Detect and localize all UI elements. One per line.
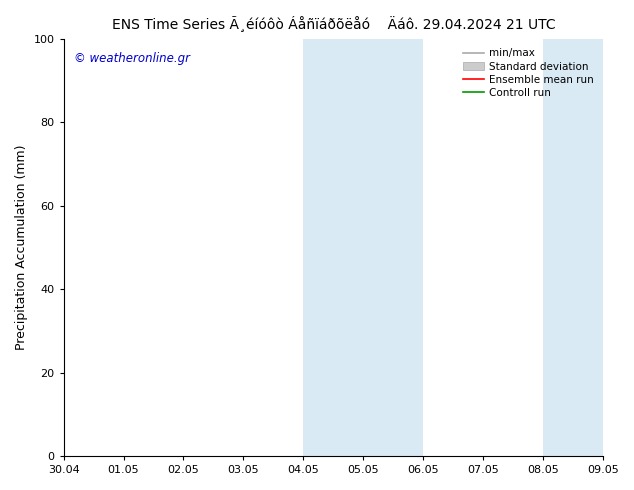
Legend: min/max, Standard deviation, Ensemble mean run, Controll run: min/max, Standard deviation, Ensemble me… xyxy=(459,44,598,102)
Y-axis label: Precipitation Accumulation (mm): Precipitation Accumulation (mm) xyxy=(15,145,28,350)
Bar xyxy=(543,39,633,456)
Bar xyxy=(304,39,424,456)
Title: ENS Time Series Ã¸éíóôò Áåñïáðõëåó    Äáô. 29.04.2024 21 UTC: ENS Time Series Ã¸éíóôò Áåñïáðõëåó Äáô. … xyxy=(112,15,555,31)
Text: © weatheronline.gr: © weatheronline.gr xyxy=(74,51,190,65)
